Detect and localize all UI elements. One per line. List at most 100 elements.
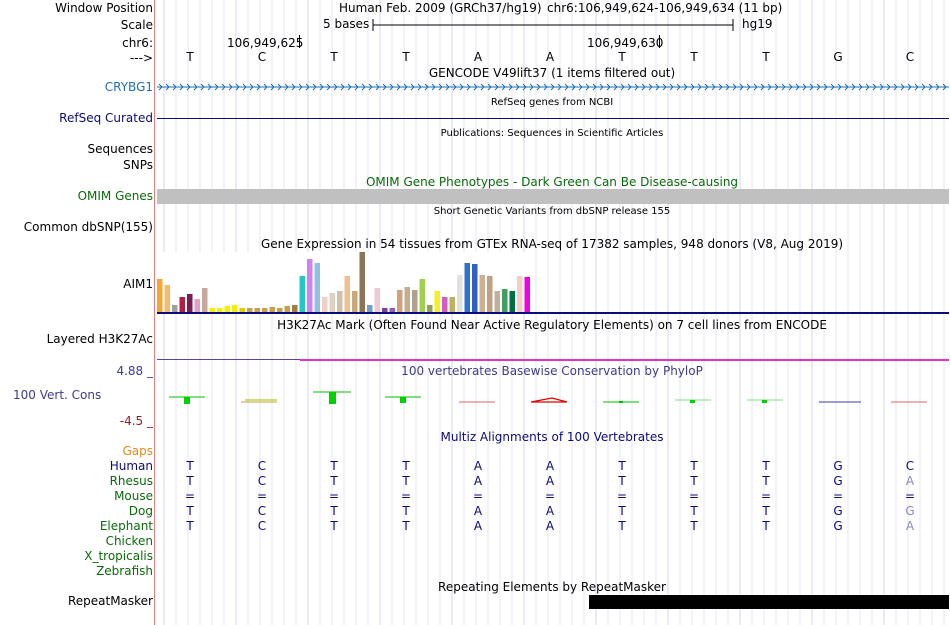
gtex-tissue-bar — [164, 285, 170, 312]
strand-chevron — [725, 83, 730, 91]
strand-chevron — [571, 83, 576, 91]
species-label[interactable]: Chicken — [105, 534, 153, 548]
aligned-base: T — [618, 519, 626, 533]
reference-base: A — [473, 50, 483, 64]
phylop-track-title: 100 vertebrates Basewise Conservation by… — [401, 364, 703, 378]
phylop-track-label[interactable]: 100 Vert. Cons — [13, 388, 102, 402]
strand-chevron — [592, 83, 597, 91]
coord-tick-1 — [299, 35, 300, 48]
gtex-tissue-bar — [434, 291, 440, 312]
omim-track-label[interactable]: OMIM Genes — [77, 189, 153, 203]
repeatmasker-track-label[interactable]: RepeatMasker — [67, 594, 153, 608]
aligned-base: = — [472, 489, 484, 503]
aligned-base: T — [402, 474, 410, 488]
strand-chevron — [333, 83, 338, 91]
gtex-tissue-bar — [457, 275, 463, 312]
gtex-baseline — [157, 312, 949, 314]
refseq-track-label[interactable]: RefSeq Curated — [59, 111, 153, 125]
gtex-tissue-bar — [374, 288, 380, 312]
species-label[interactable]: Dog — [128, 504, 153, 518]
reference-base: T — [330, 50, 338, 64]
strand-chevron — [753, 83, 758, 91]
strand-chevron — [508, 83, 513, 91]
strand-chevron — [704, 83, 709, 91]
strand-chevron — [760, 83, 765, 91]
gencode-gene-feature[interactable] — [157, 81, 949, 93]
strand-chevron — [865, 83, 870, 91]
phylop-max-label: 4.88 _ — [116, 364, 153, 378]
strand-chevron — [774, 83, 779, 91]
strand-chevron — [900, 83, 905, 91]
strand-chevron — [263, 83, 268, 91]
species-label[interactable]: Elephant — [99, 519, 153, 533]
omim-feature-bar[interactable] — [157, 189, 949, 204]
strand-chevron — [522, 83, 527, 91]
reference-base: T — [618, 50, 626, 64]
strand-chevron — [480, 83, 485, 91]
reference-base: T — [690, 50, 698, 64]
strand-chevron — [529, 83, 534, 91]
species-label[interactable]: X_tropicalis — [84, 549, 153, 563]
aligned-base: = — [544, 489, 556, 503]
gtex-tissue-bar — [277, 308, 283, 312]
repeatmasker-element[interactable] — [589, 595, 949, 609]
aligned-base: T — [402, 459, 410, 473]
strand-chevron — [816, 83, 821, 91]
sequences-track-label[interactable]: Sequences — [87, 142, 153, 156]
aligned-base: T — [690, 504, 698, 518]
aligned-base: A — [545, 459, 555, 473]
strand-chevron — [732, 83, 737, 91]
gtex-tissue-bar — [494, 291, 500, 312]
aligned-base: = — [616, 489, 628, 503]
gtex-tissue-bar — [247, 308, 253, 312]
species-label[interactable]: Mouse — [114, 489, 153, 503]
scale-label: Scale — [120, 18, 153, 32]
strand-chevron — [585, 83, 590, 91]
gtex-tissue-bar — [517, 276, 523, 312]
reference-base: A — [545, 50, 555, 64]
gaps-track-label[interactable]: Gaps — [122, 444, 153, 458]
strand-chevron — [158, 83, 163, 91]
species-label[interactable]: Rhesus — [109, 474, 153, 488]
aligned-base: A — [473, 474, 483, 488]
phylop-wiggle[interactable] — [157, 380, 949, 420]
gtex-tissue-bar — [187, 294, 193, 312]
gtex-tissue-bar — [217, 308, 223, 312]
strand-chevron — [858, 83, 863, 91]
publications-track-title: Publications: Sequences in Scientific Ar… — [440, 128, 664, 139]
refseq-gene-line[interactable] — [157, 118, 949, 119]
aligned-base: = — [760, 489, 772, 503]
strand-chevron — [312, 83, 317, 91]
strand-chevron — [634, 83, 639, 91]
species-label[interactable]: Human — [109, 459, 153, 473]
gencode-gene-label[interactable]: CRYBG1 — [104, 80, 153, 94]
strand-chevron — [781, 83, 786, 91]
strand-chevron — [368, 83, 373, 91]
strand-chevron — [354, 83, 359, 91]
reference-base: G — [833, 50, 843, 64]
species-label[interactable]: Zebrafish — [96, 564, 153, 578]
strand-chevron — [669, 83, 674, 91]
gtex-bar-chart[interactable] — [157, 252, 537, 314]
reference-base: T — [402, 50, 410, 64]
gtex-tissue-bar — [299, 276, 305, 312]
aligned-base: T — [762, 474, 770, 488]
aligned-base: A — [905, 474, 915, 488]
gtex-tissue-bar — [337, 291, 343, 312]
gtex-tissue-bar — [307, 259, 313, 312]
dbsnp-track-label[interactable]: Common dbSNP(155) — [23, 220, 153, 234]
aligned-base: = — [400, 489, 412, 503]
h3k27-track-label[interactable]: Layered H3K27Ac — [46, 332, 153, 346]
strand-chevron — [340, 83, 345, 91]
strand-chevron — [389, 83, 394, 91]
snps-track-label[interactable]: SNPs — [123, 158, 153, 172]
strand-chevron — [578, 83, 583, 91]
aligned-base: = — [832, 489, 844, 503]
strand-chevron — [683, 83, 688, 91]
gencode-track-title: GENCODE V49lift37 (1 items filtered out) — [428, 66, 676, 80]
strand-chevron — [739, 83, 744, 91]
db-label: hg19 — [742, 17, 773, 31]
strand-chevron — [606, 83, 611, 91]
gtex-gene-label[interactable]: AIM1 — [123, 277, 153, 291]
gtex-tissue-bar — [232, 305, 238, 312]
